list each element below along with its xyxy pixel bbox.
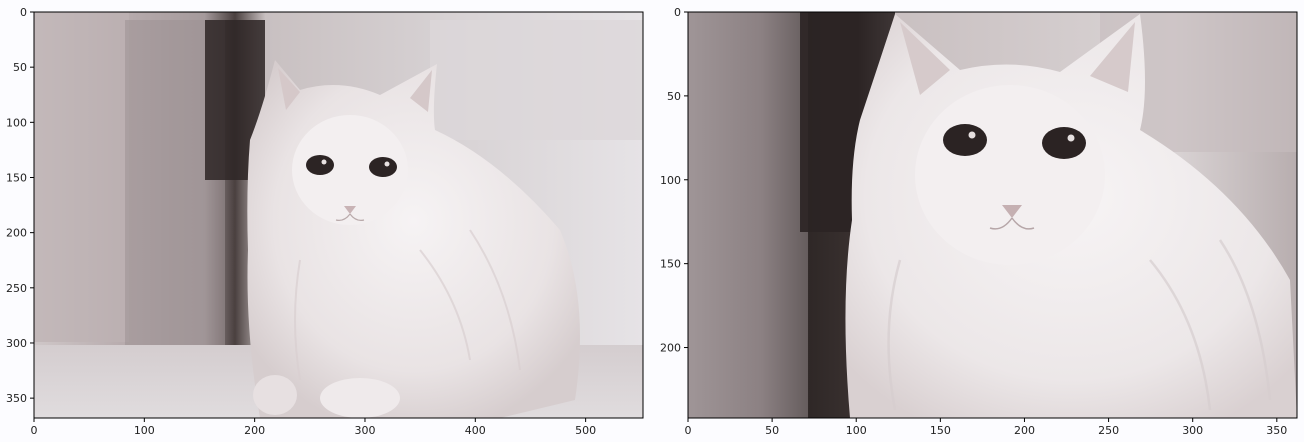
y-tick-label: 50 (13, 61, 27, 74)
x-tick-label: 350 (1266, 424, 1287, 437)
cat-photo-cropped (688, 12, 1297, 418)
y-tick-label: 250 (6, 282, 27, 295)
x-tick-label: 300 (1182, 424, 1203, 437)
x-tick-label: 250 (1098, 424, 1119, 437)
x-tick-label: 200 (1014, 424, 1035, 437)
full-image-ticks: 0 100 200 300 400 500 0 50 100 150 200 250 300 350 (6, 6, 596, 437)
y-tick-label: 150 (6, 171, 27, 184)
x-tick-label: 400 (465, 424, 486, 437)
x-tick-label: 500 (575, 424, 596, 437)
x-tick-label: 200 (244, 424, 265, 437)
y-tick-label: 200 (6, 227, 27, 240)
full-image-axes: 0 100 200 300 400 500 0 50 100 150 200 250 300 350 (6, 6, 644, 437)
y-tick-label: 150 (660, 258, 681, 271)
y-tick-label: 0 (20, 6, 27, 19)
cat-photo (34, 12, 643, 418)
y-tick-label: 100 (660, 174, 681, 187)
y-tick-label: 0 (674, 6, 681, 19)
x-tick-label: 100 (134, 424, 155, 437)
y-tick-label: 50 (667, 90, 681, 103)
y-tick-label: 300 (6, 337, 27, 350)
full-image-frame (33, 11, 644, 419)
y-tick-label: 350 (6, 392, 27, 405)
x-tick-label: 0 (685, 424, 692, 437)
x-tick-label: 0 (31, 424, 38, 437)
y-tick-label: 100 (6, 116, 27, 129)
cropped-image-axes: 0 50 100 150 200 250 300 350 0 50 100 150 200 (660, 6, 1298, 437)
cropped-image-ticks: 0 50 100 150 200 250 300 350 0 50 100 150 200 (660, 6, 1287, 437)
y-tick-label: 200 (660, 342, 681, 355)
x-tick-label: 300 (354, 424, 375, 437)
x-tick-label: 150 (930, 424, 951, 437)
x-tick-label: 100 (846, 424, 867, 437)
cropped-image-frame (687, 11, 1298, 419)
x-tick-label: 50 (765, 424, 779, 437)
